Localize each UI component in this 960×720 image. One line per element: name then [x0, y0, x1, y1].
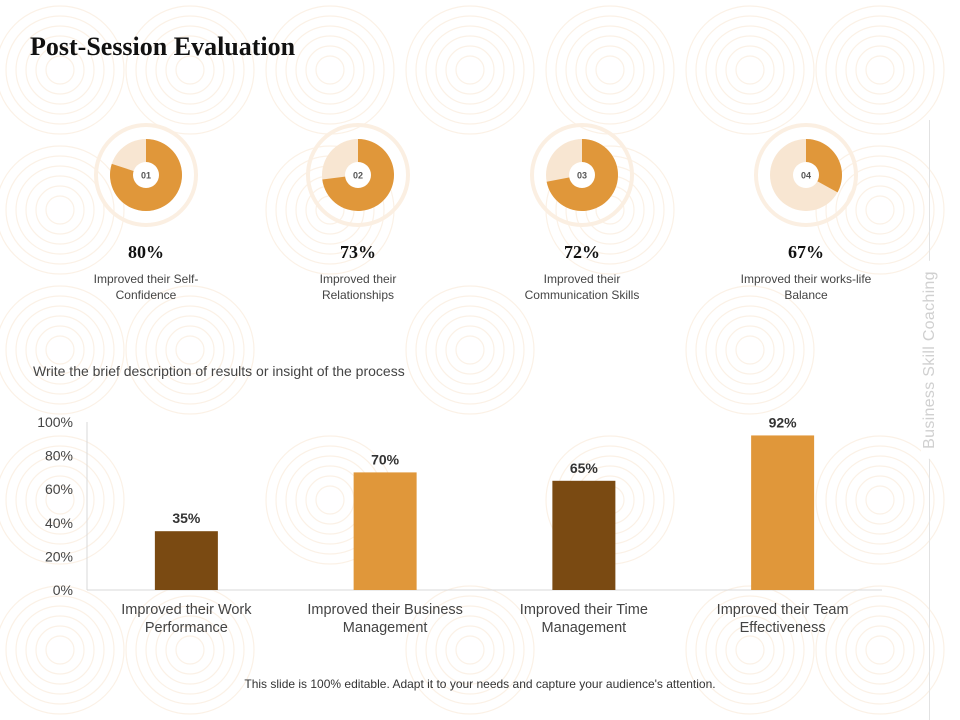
y-tick-label: 40%: [45, 515, 73, 531]
x-category-label: Improved their Team Effectiveness: [717, 602, 849, 636]
y-tick-label: 60%: [45, 481, 73, 497]
y-tick-label: 0%: [53, 582, 73, 598]
donut-number: 02: [353, 171, 363, 181]
donut-chart-3: 03: [530, 123, 634, 227]
donut-label: Improved their Relationships: [319, 272, 397, 302]
donut-number: 03: [577, 171, 587, 181]
bar-chart: 0% 20% 40% 60% 80% 100% 35% Improved their Work…: [37, 414, 882, 636]
donut-number: 01: [141, 171, 151, 181]
donut-percent: 73%: [340, 242, 376, 262]
donut-hub: [345, 162, 371, 188]
donut-item-2: 02 73% Improved their Relationships: [248, 120, 468, 303]
donut-percent: 72%: [564, 242, 600, 262]
bar-data-label: 35%: [172, 510, 201, 526]
page-title: Post-Session Evaluation: [30, 32, 296, 61]
instruction-text: Write the brief description of results o…: [33, 363, 405, 379]
donut-item-1: 01 80% Improved their Self-Confidence: [36, 120, 256, 303]
donut-chart-4: 04: [754, 123, 858, 227]
bar: [552, 480, 616, 590]
bar: [154, 531, 218, 590]
x-category-label: Improved their Time Management: [520, 602, 648, 636]
bar: [751, 435, 815, 590]
bar-data-label: 92%: [769, 414, 798, 430]
donut-percent: 80%: [128, 242, 164, 262]
donut-item-3: 03 72% Improved their Communication Skil…: [472, 120, 692, 303]
bar-data-label: 70%: [371, 451, 400, 467]
donut-hub: [569, 162, 595, 188]
donut-number: 04: [801, 171, 811, 181]
donut-item-4: 04 67% Improved their works-life Balance: [696, 120, 916, 303]
y-tick-label: 100%: [37, 414, 73, 430]
footer-note: This slide is 100% editable. Adapt it to…: [244, 677, 716, 691]
donut-chart-1: 01: [94, 123, 198, 227]
donut-label: Improved their works-life Balance: [740, 272, 872, 302]
donut-chart-2: 02: [306, 123, 410, 227]
donut-hub: [793, 162, 819, 188]
x-category-label: Improved their Work Performance: [121, 602, 252, 636]
donut-hub: [133, 162, 159, 188]
x-category-label: Improved their Business Management: [307, 602, 463, 636]
y-tick-label: 20%: [45, 548, 73, 564]
y-tick-label: 80%: [45, 448, 73, 464]
bar: [353, 472, 417, 590]
donut-percent: 67%: [788, 242, 824, 262]
donut-label: Improved their Communication Skills: [524, 272, 640, 302]
bar-data-label: 65%: [570, 460, 599, 476]
donut-label: Improved their Self-Confidence: [93, 272, 199, 302]
